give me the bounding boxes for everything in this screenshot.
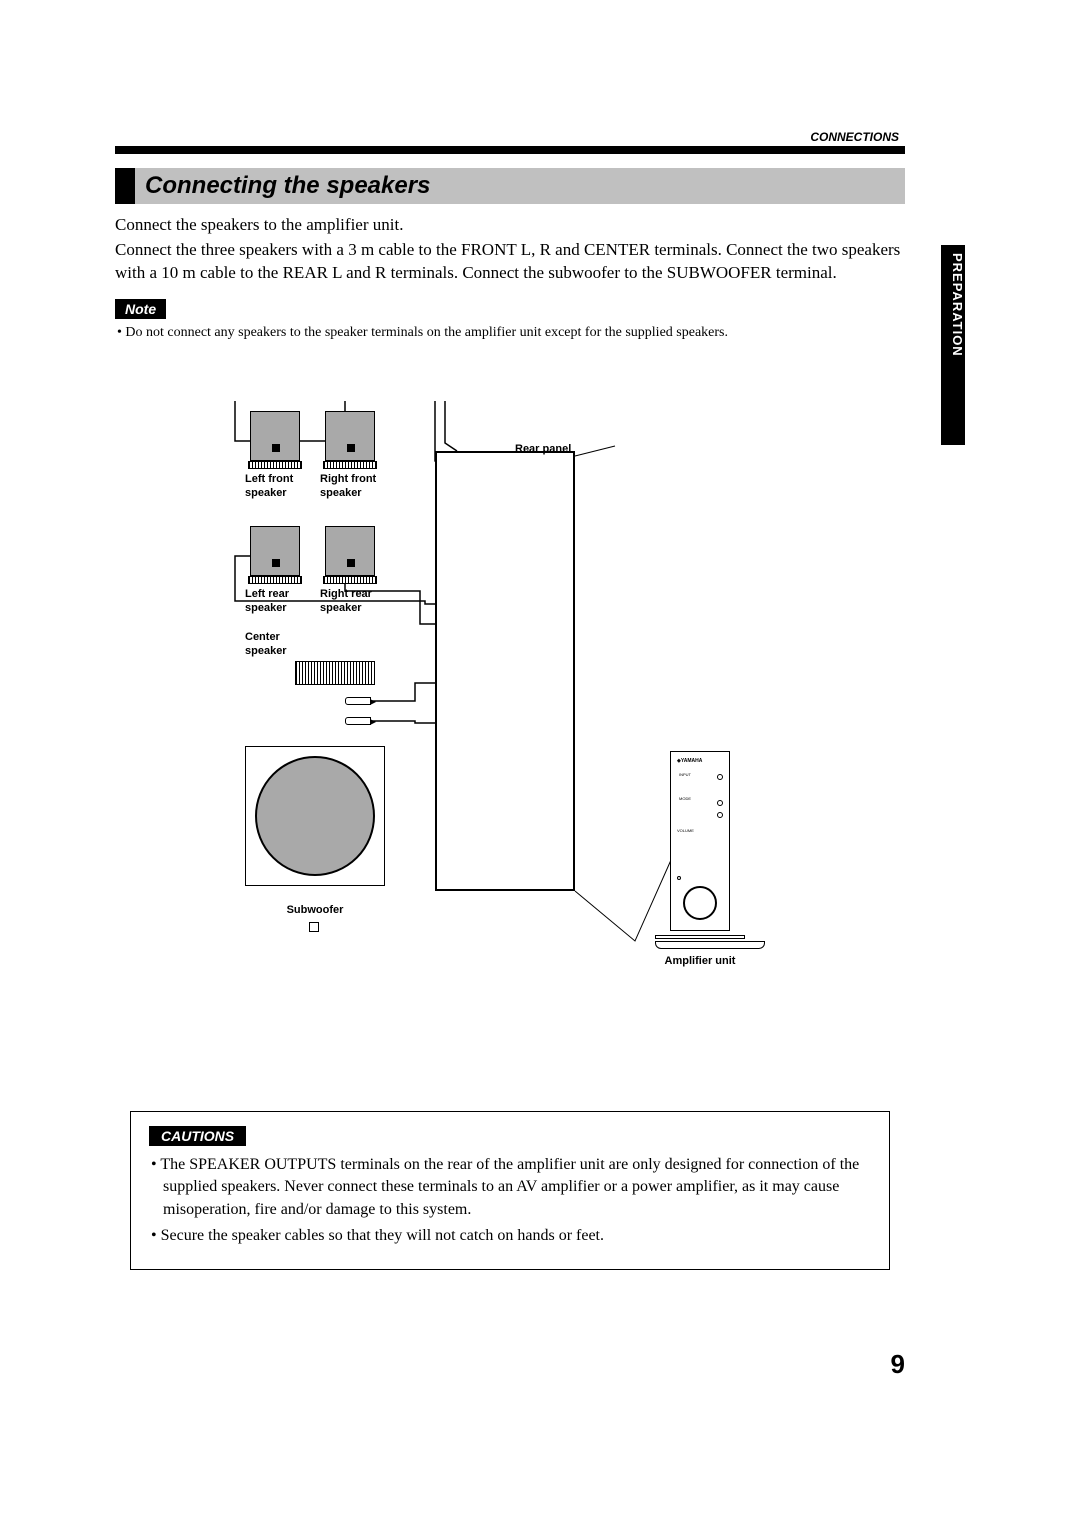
left-rear-speaker: Left rearspeaker	[245, 526, 305, 616]
rear-panel	[435, 451, 575, 891]
cautions-label: CAUTIONS	[149, 1126, 246, 1146]
intro-p1: Connect the speakers to the amplifier un…	[115, 214, 905, 237]
section-title: Connecting the speakers	[145, 172, 430, 200]
plug-icon	[345, 697, 371, 705]
right-rear-label: Right rearspeaker	[320, 588, 380, 616]
rear-panel-label: Rear panel	[515, 443, 571, 455]
note-label: Note	[115, 299, 166, 319]
note-text: • Do not connect any speakers to the spe…	[115, 325, 905, 341]
header-bar	[115, 146, 905, 154]
subwoofer: Subwoofer	[245, 746, 385, 918]
side-tab-preparation: PREPARATION	[941, 245, 965, 445]
cautions-box: CAUTIONS • The SPEAKER OUTPUTS terminals…	[130, 1111, 890, 1271]
connection-diagram: SPEAKER OUTPUTS FRONT REAR (SURROUND)	[115, 401, 905, 1041]
amp-unit-label: Amplifier unit	[655, 955, 745, 967]
center-speaker	[290, 661, 380, 685]
subwoofer-label: Subwoofer	[245, 904, 385, 918]
left-front-speaker: Left frontspeaker	[245, 411, 305, 501]
right-front-label: Right frontspeaker	[320, 473, 380, 501]
amplifier-unit: ◈YAMAHA INPUT MODE VOLUME Amplifier unit	[655, 751, 745, 991]
center-speaker-label: Centerspeaker	[245, 631, 287, 659]
section-title-bar: Connecting the speakers	[115, 168, 905, 204]
intro-p2: Connect the three speakers with a 3 m ca…	[115, 239, 905, 285]
left-rear-label: Left rearspeaker	[245, 588, 305, 616]
right-rear-speaker: Right rearspeaker	[320, 526, 380, 616]
caution-item: • The SPEAKER OUTPUTS terminals on the r…	[163, 1154, 871, 1221]
right-front-speaker: Right frontspeaker	[320, 411, 380, 501]
page-number: 9	[891, 1349, 905, 1380]
section-tag: CONNECTIONS	[115, 130, 905, 144]
left-front-label: Left frontspeaker	[245, 473, 305, 501]
caution-item: • Secure the speaker cables so that they…	[163, 1225, 871, 1247]
plug-icon	[345, 717, 371, 725]
